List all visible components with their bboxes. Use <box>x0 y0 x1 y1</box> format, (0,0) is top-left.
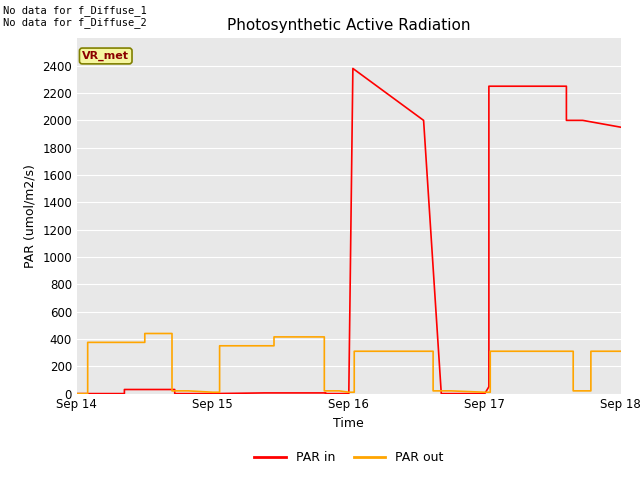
Legend: PAR in, PAR out: PAR in, PAR out <box>250 446 448 469</box>
Title: Photosynthetic Active Radiation: Photosynthetic Active Radiation <box>227 18 470 33</box>
Y-axis label: PAR (umol/m2/s): PAR (umol/m2/s) <box>24 164 36 268</box>
Text: No data for f_Diffuse_1
No data for f_Diffuse_2: No data for f_Diffuse_1 No data for f_Di… <box>3 5 147 28</box>
X-axis label: Time: Time <box>333 417 364 430</box>
Text: VR_met: VR_met <box>82 51 129 61</box>
